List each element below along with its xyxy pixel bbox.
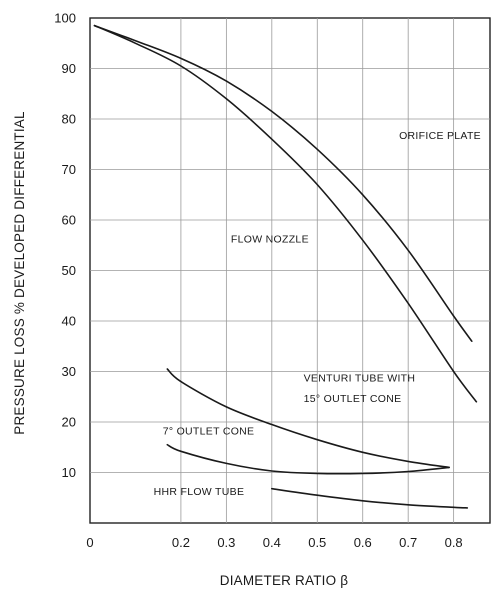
y-tick-label: 70 [62, 162, 76, 177]
series-line-orifice-plate [93, 24, 473, 342]
curve-label-venturi-tube-with: VENTURI TUBE WITH [304, 373, 416, 385]
y-tick-label: 80 [62, 112, 76, 127]
y-tick-label: 40 [62, 314, 76, 329]
x-tick-label: 0.3 [217, 535, 235, 550]
y-tick-label: 30 [62, 364, 76, 379]
curve-label-orifice-plate: ORIFICE PLATE [399, 130, 481, 142]
x-tick-label: 0.7 [399, 535, 417, 550]
y-axis-title: PRESSURE LOSS % DEVELOPED DIFFERENTIAL [12, 111, 27, 435]
series-line-7-outlet-cone [166, 443, 450, 475]
x-tick-label: 0.8 [445, 535, 463, 550]
tick-label-layer: 0 0.2 0.3 0.4 0.5 0.6 0.7 0.8 10 20 30 40 50 60 70 80 90… [54, 11, 462, 551]
x-tick-label: 0.2 [172, 535, 190, 550]
y-tick-label: 100 [54, 11, 76, 26]
y-tick-label: 10 [62, 465, 76, 480]
y-tick-label: 90 [62, 61, 76, 76]
series-line-hhr-flow-tube [271, 487, 469, 509]
x-tick-label: 0.5 [308, 535, 326, 550]
curve-label-7-outlet-cone: 7° OUTLET CONE [163, 426, 255, 438]
curve-label-hhr-flow-tube: HHR FLOW TUBE [154, 486, 245, 498]
x-tick-label: 0 [86, 535, 93, 550]
y-tick-label: 60 [62, 213, 76, 228]
x-tick-label: 0.4 [263, 535, 281, 550]
y-tick-label: 50 [62, 263, 76, 278]
series-layer [93, 24, 478, 509]
series-line-venturi-tube-with-15-outlet-cone [166, 368, 450, 469]
series-line-flow-nozzle [93, 24, 478, 403]
curve-label-15-outlet-cone: 15° OUTLET CONE [304, 393, 402, 405]
y-tick-label: 20 [62, 415, 76, 430]
annotation-layer: ORIFICE PLATE FLOW NOZZLE VENTURI TUBE WIT… [154, 130, 481, 498]
x-axis-title: DIAMETER RATIO β [220, 573, 349, 588]
curve-label-flow-nozzle: FLOW NOZZLE [231, 234, 309, 246]
grid-layer [89, 17, 491, 524]
x-tick-label: 0.6 [354, 535, 372, 550]
